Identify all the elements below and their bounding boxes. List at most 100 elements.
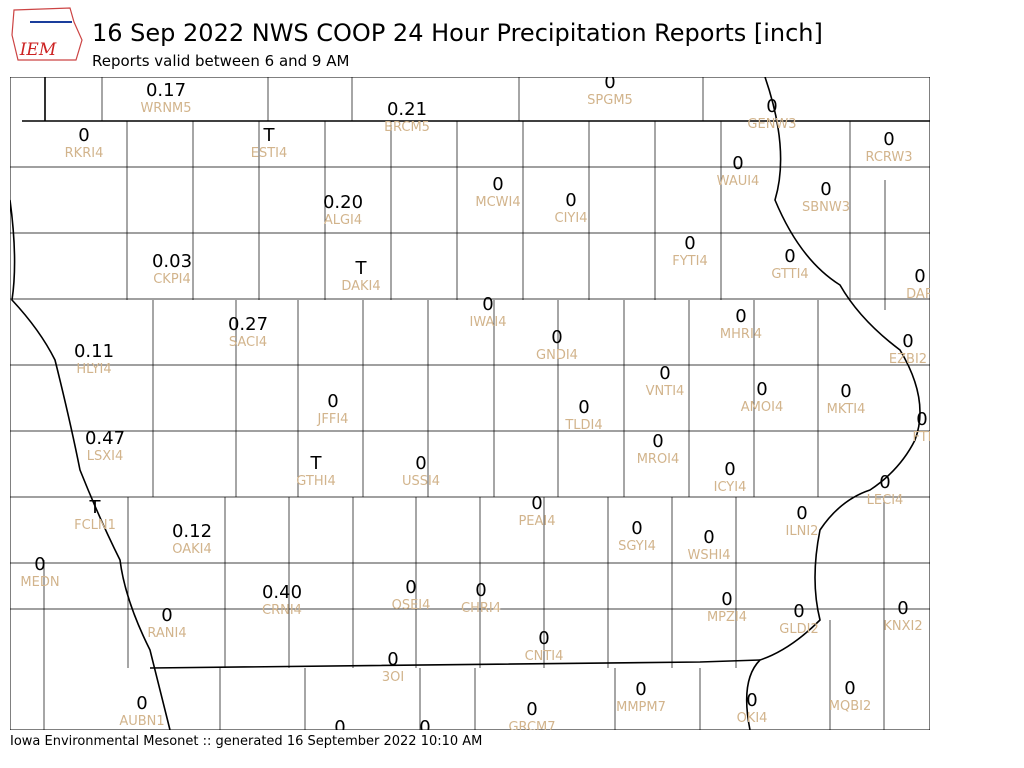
station-id: ICYI4 — [714, 480, 747, 495]
precip-value: 0 — [551, 327, 562, 348]
precip-value: T — [310, 453, 323, 474]
missouri-river — [10, 77, 171, 730]
station-id: ILNI2 — [786, 524, 819, 539]
station-id: RKRI4 — [65, 146, 104, 161]
precip-value: 0 — [565, 190, 576, 211]
precip-value: 0 — [531, 493, 542, 514]
station-id: RCRW3 — [865, 150, 912, 165]
precip-value: 0 — [34, 554, 45, 575]
precip-value: 0 — [387, 649, 398, 670]
station-id: EZBI2 — [889, 352, 927, 367]
station-id: OAKI4 — [172, 542, 212, 557]
precip-value: 0 — [879, 472, 890, 493]
station-id: LECI4 — [867, 493, 904, 508]
precip-value: 0 — [721, 589, 732, 610]
station-id: MMPM7 — [616, 700, 666, 715]
precip-value: 0 — [659, 363, 670, 384]
station-id: JFFI4 — [317, 412, 349, 427]
precip-value: 0 — [746, 690, 757, 711]
station-id: TLDI4 — [564, 418, 602, 433]
station-id: FYTI4 — [672, 254, 707, 269]
precip-value: 0 — [796, 503, 807, 524]
station-id: FTI — [912, 430, 931, 445]
precip-value: 0 — [766, 96, 777, 117]
station-id: AUBN1 — [119, 714, 164, 729]
station-id: GNDI4 — [536, 348, 578, 363]
station-id: SPGM5 — [587, 93, 633, 108]
logo: IEM — [11, 7, 83, 61]
station-id: ESTI4 — [251, 146, 288, 161]
precip-value: 0 — [136, 693, 147, 714]
station-id: SBNW3 — [802, 200, 850, 215]
precip-value: 0.03 — [152, 251, 192, 272]
station-id: SACI4 — [229, 335, 267, 350]
station-id: CHRI4 — [461, 601, 501, 616]
precip-value: 0 — [415, 453, 426, 474]
precip-value: 0 — [703, 527, 714, 548]
precip-value: T — [89, 497, 102, 518]
title: 16 Sep 2022 NWS COOP 24 Hour Precipitati… — [92, 19, 823, 47]
station-id: MQBI2 — [829, 699, 871, 714]
precip-value: 0 — [492, 174, 503, 195]
station-id: MKTI4 — [827, 402, 866, 417]
precip-value: 0 — [902, 331, 913, 352]
station-id: RANI4 — [147, 626, 186, 641]
precip-value: 0 — [916, 409, 927, 430]
station-id: SGYI4 — [618, 539, 656, 554]
precip-value: 0 — [724, 459, 735, 480]
station-id: GENW3 — [747, 117, 796, 132]
precip-value: 0 — [784, 246, 795, 267]
precip-value: 0 — [161, 605, 172, 626]
precip-value: 0.21 — [387, 99, 427, 120]
station-id: KNXI2 — [883, 619, 922, 634]
precip-value: 0 — [844, 678, 855, 699]
station-id: MPZI4 — [707, 610, 747, 625]
precip-value: 0 — [631, 518, 642, 539]
precip-value: 0 — [604, 72, 615, 93]
station-id: DAKI4 — [341, 279, 380, 294]
station-id: IWAI4 — [470, 315, 507, 330]
precip-value: 0 — [820, 179, 831, 200]
precip-value: 0 — [756, 379, 767, 400]
precip-value: 0 — [735, 306, 746, 327]
subtitle: Reports valid between 6 and 9 AM — [92, 52, 349, 70]
station-id: DAR — [906, 287, 934, 302]
precip-value: 0.20 — [323, 192, 363, 213]
precip-value: 0 — [684, 233, 695, 254]
station-id: GTTI4 — [771, 267, 808, 282]
state-border — [149, 659, 761, 669]
station-id: MCWI4 — [475, 195, 520, 210]
mississippi-river — [745, 77, 921, 730]
station-id: GTHI4 — [296, 474, 335, 489]
precip-value: T — [263, 125, 276, 146]
station-id: CNTI4 — [525, 649, 564, 664]
station-id: MROI4 — [637, 452, 680, 467]
precip-value: 0 — [914, 266, 925, 287]
precip-value: 0.11 — [74, 341, 114, 362]
precip-value: 0 — [538, 628, 549, 649]
precip-value: 0 — [897, 598, 908, 619]
station-id: CIYI4 — [555, 211, 588, 226]
station-id: 3OI — [382, 670, 404, 685]
precip-value: 0 — [526, 699, 537, 720]
precip-value: 0.27 — [228, 314, 268, 335]
station-id: CRNI4 — [262, 603, 302, 618]
precip-value: 0 — [419, 717, 430, 738]
station-id: OSEI4 — [392, 598, 431, 613]
station-id: PEAI4 — [518, 514, 555, 529]
station-id: CKPI4 — [153, 272, 191, 287]
station-id: ALGI4 — [324, 213, 362, 228]
station-id: WSHI4 — [688, 548, 731, 563]
station-id: LSXI4 — [87, 449, 124, 464]
precip-value: 0.40 — [262, 582, 302, 603]
station-id: GLDI2 — [779, 622, 818, 637]
precip-value: 0 — [327, 391, 338, 412]
precip-value: T — [355, 258, 368, 279]
precip-value: 0.47 — [85, 428, 125, 449]
precip-value: 0.17 — [146, 80, 186, 101]
precip-value: 0 — [883, 129, 894, 150]
station-id: HLYI4 — [76, 362, 111, 377]
precip-value: 0 — [482, 294, 493, 315]
precip-value: 0 — [78, 125, 89, 146]
